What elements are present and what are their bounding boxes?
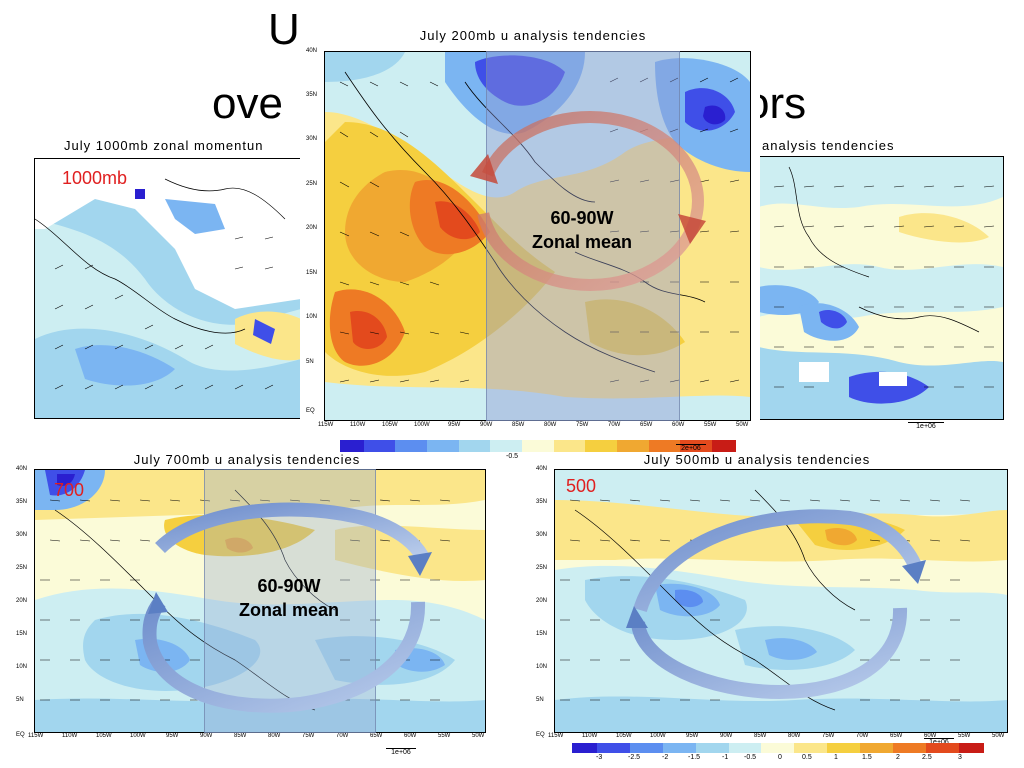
vector-scale-label: 1e+06 xyxy=(908,422,944,430)
panel-200mb: July 200mb u analysis tendencies 40N 35N 3… xyxy=(306,26,760,460)
circulation-arrow xyxy=(142,502,432,713)
zonal-mean-label: 60-90W Zonal mean xyxy=(204,574,374,623)
plot-area xyxy=(554,469,1008,733)
panel-500mb: July 500mb u analysis tendencies 40N 35N 3… xyxy=(530,452,1024,764)
zonal-mean-lon-range: 60-90W xyxy=(257,576,321,596)
circulation-arrow xyxy=(470,111,706,291)
zonal-mean-lon-range: 60-90W xyxy=(550,208,614,228)
lon-axis-labels: 115W 110W 105W 100W 95W 90W 85W 80W 75W 70W 65W 60W… xyxy=(28,733,485,739)
contour-field xyxy=(555,470,1007,732)
vector-scale-label: 1e+06 xyxy=(924,738,954,746)
plot-area xyxy=(34,158,300,419)
slide-title-line1: U xyxy=(268,5,300,54)
panel-1000mb: July 1000mb zonal momentun 1000mb xyxy=(0,138,300,430)
panel-title: July 700mb u analysis tendencies xyxy=(133,452,361,467)
lon-axis-labels: 115W 110W 105W 100W 95W 90W 85W 80W 75W 70W 65W 60W… xyxy=(548,733,1005,739)
level-tag-500mb: 500 xyxy=(566,476,597,496)
panel-title: July 500mb u analysis tendencies xyxy=(643,452,871,467)
zonal-mean-text: Zonal mean xyxy=(531,232,633,253)
colorbar-200mb xyxy=(340,440,736,452)
panel-title: July 1000mb zonal momentun xyxy=(64,138,264,153)
contour-field xyxy=(35,159,300,418)
lat-axis-labels: 40N 35N 30N 25N 20N 15N 10N 5N EQ xyxy=(16,466,28,738)
colorbar-500mb xyxy=(572,743,984,753)
plot-area xyxy=(758,156,1004,420)
slide-title-line2-left: ove xyxy=(212,79,283,128)
zonal-mean-label: 60-90W Zonal mean xyxy=(486,206,678,255)
contour-field xyxy=(759,157,1003,419)
lat-axis-labels: 40N 35N 30N 25N 20N 15N 10N 5N EQ xyxy=(306,48,318,414)
panel-700mb: July 700mb u analysis tendencies 40N 35N 3… xyxy=(0,452,494,764)
vector-scale-label: 1e+06 xyxy=(386,748,416,756)
level-tag-700mb: 700 xyxy=(54,480,85,500)
circulation-arrow xyxy=(626,509,926,700)
panel-title: analysis tendencies xyxy=(762,138,895,153)
lon-axis-labels: 115W 110W 105W 100W 95W 90W 85W 80W 75W 70W 65W 60W… xyxy=(318,422,749,428)
panel-850mb: analysis tendencies 1e+06 xyxy=(740,138,1024,438)
lat-axis-labels: 40N 35N 30N 25N 20N 15N 10N 5N EQ xyxy=(536,466,548,738)
level-tag-1000mb: 1000mb xyxy=(62,168,128,188)
zonal-mean-text: Zonal mean xyxy=(238,600,340,621)
panel-title: July 200mb u analysis tendencies xyxy=(419,28,647,43)
colorbar-500mb-labels: -3 -2.5 -2 -1.5 -1 -0.5 0 0.5 1 1.5 2 2.5 3 xyxy=(596,754,962,761)
vector-scale-label-200mb: 2e+06 xyxy=(676,444,706,452)
